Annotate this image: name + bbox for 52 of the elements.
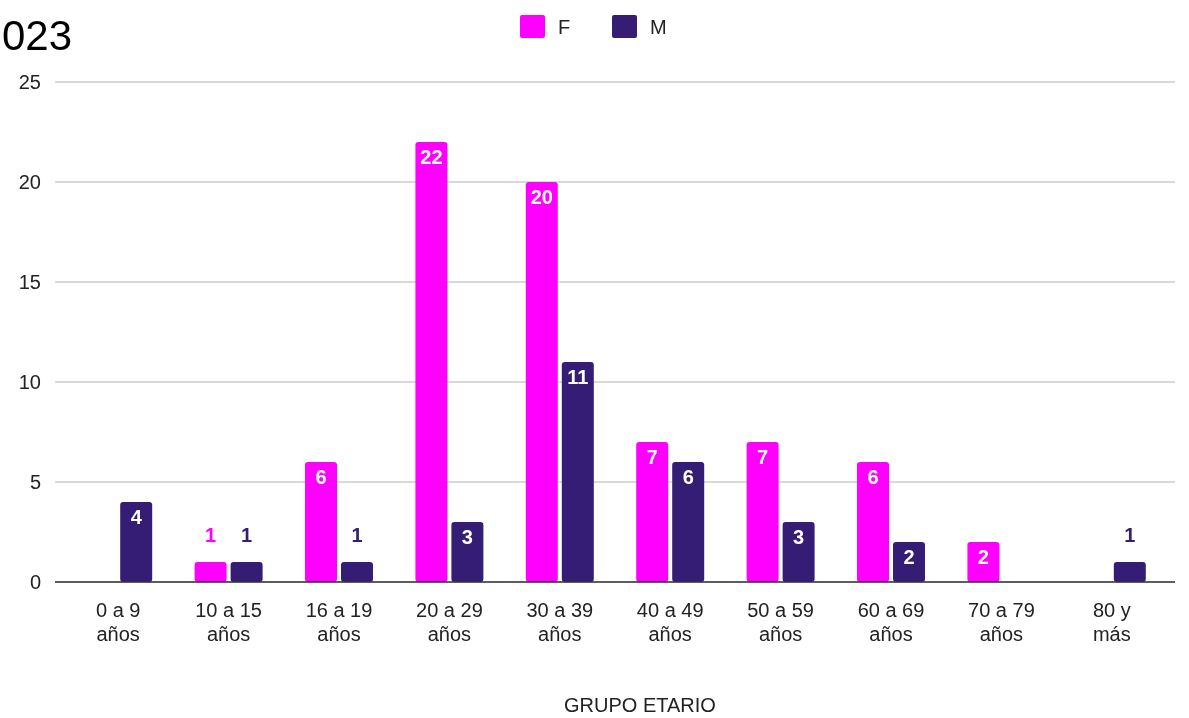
data-label: 1 [241, 524, 253, 546]
bar [1113, 562, 1146, 582]
bar [782, 522, 815, 582]
x-tick-label: 30 a 39 años [526, 599, 594, 645]
legend-label: F [558, 16, 571, 38]
data-label: 2 [903, 546, 915, 568]
data-label: 2 [977, 546, 989, 568]
bar [636, 442, 669, 582]
x-tick-label: 80 y más [1092, 599, 1131, 645]
x-tick-label: 50 a 59 años [747, 599, 814, 645]
x-tick-label: 20 a 29 años [416, 599, 483, 645]
bar [451, 522, 484, 582]
bar [746, 442, 779, 582]
bar [305, 462, 337, 582]
y-tick-label: 15 [18, 270, 41, 293]
data-label: 1 [351, 524, 363, 546]
bar [120, 502, 153, 582]
data-label: 7 [646, 446, 658, 468]
data-label: 6 [867, 466, 879, 488]
data-label: 22 [420, 146, 443, 168]
data-label: 7 [757, 446, 769, 468]
data-label: 20 [530, 186, 553, 208]
x-tick-label: 70 a 79 años [968, 599, 1035, 645]
legend-label: M [650, 16, 667, 38]
y-tick-label: 0 [29, 570, 41, 593]
bar [561, 362, 594, 582]
data-label: 1 [1124, 524, 1136, 546]
bar [525, 182, 558, 582]
bar [230, 562, 263, 582]
x-tick-label: 0 a 9 años [95, 599, 141, 645]
y-tick-label: 25 [18, 70, 41, 93]
x-axis-title: GRUPO ETARIO [564, 694, 716, 716]
x-tick-label: 60 a 69 años [857, 599, 925, 645]
y-tick-label: 10 [18, 370, 41, 393]
data-label: 1 [205, 524, 217, 546]
data-label: 3 [461, 526, 473, 548]
chart-title: 023 [2, 12, 73, 59]
bar [672, 462, 705, 582]
x-tick-label: 16 a 19 años [305, 599, 373, 645]
bar [341, 562, 373, 582]
data-label: 11 [567, 366, 589, 388]
bar [857, 462, 889, 582]
data-label: 4 [130, 506, 143, 528]
y-tick-label: 20 [18, 170, 41, 193]
bar [194, 562, 227, 582]
y-tick-label: 5 [29, 470, 41, 493]
x-tick-label: 40 a 49 años [636, 599, 704, 645]
data-label: 6 [682, 466, 694, 488]
bar [415, 142, 448, 582]
x-tick-label: 10 a 15 años [195, 599, 262, 645]
data-label: 3 [793, 526, 805, 548]
data-label: 6 [315, 466, 327, 488]
